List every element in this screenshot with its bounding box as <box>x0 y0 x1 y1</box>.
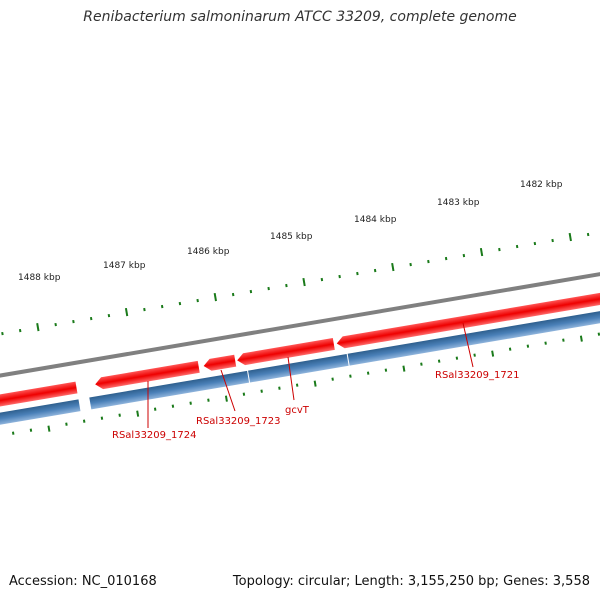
scale-label-1486: 1486 kbp <box>187 247 230 257</box>
reverse-strand <box>0 303 600 429</box>
gene-label-rsal33209-1723[interactable]: RSal33209_1723 <box>196 416 280 427</box>
genome-summary-text: Topology: circular; Length: 3,155,250 bp… <box>232 574 590 589</box>
scale-label-1482: 1482 kbp <box>520 180 563 190</box>
gene-rsal33209-1724-arrow[interactable] <box>94 360 200 390</box>
gene-rsal33209-1721-arrow[interactable] <box>336 285 600 350</box>
scale-label-1487: 1487 kbp <box>103 261 146 271</box>
scale-label-1483: 1483 kbp <box>437 198 480 208</box>
leader-gcvt <box>287 356 295 401</box>
reverse-segment-d[interactable] <box>347 303 600 366</box>
gene-leader-lines <box>147 322 474 428</box>
gene-rsal33209-1723-arrow[interactable] <box>203 354 237 372</box>
scale-label-1485: 1485 kbp <box>270 232 313 242</box>
reverse-segment-b[interactable] <box>89 370 250 410</box>
scale-label-1484: 1484 kbp <box>354 215 397 225</box>
gene-label-gcvt[interactable]: gcvT <box>285 405 310 416</box>
gene-forward-a[interactable] <box>0 381 78 411</box>
reverse-segment-a[interactable] <box>0 399 81 429</box>
inner-scale-ticks <box>11 332 600 435</box>
leader-rsal33209-1723 <box>220 369 236 412</box>
reverse-segment-c[interactable] <box>248 353 349 383</box>
forward-strand <box>0 285 600 411</box>
gene-gcvt-arrow[interactable] <box>236 338 335 366</box>
gene-label-rsal33209-1724[interactable]: RSal33209_1724 <box>112 430 196 441</box>
map-title: Renibacterium salmoninarum ATCC 33209, c… <box>83 9 517 25</box>
genome-backbone <box>0 262 600 387</box>
accession-text: Accession: NC_010168 <box>9 574 157 589</box>
leader-rsal33209-1721 <box>462 322 474 368</box>
scale-label-1488: 1488 kbp <box>18 273 61 283</box>
outer-scale-ticks <box>1 232 590 336</box>
gene-label-rsal33209-1721[interactable]: RSal33209_1721 <box>435 370 519 381</box>
